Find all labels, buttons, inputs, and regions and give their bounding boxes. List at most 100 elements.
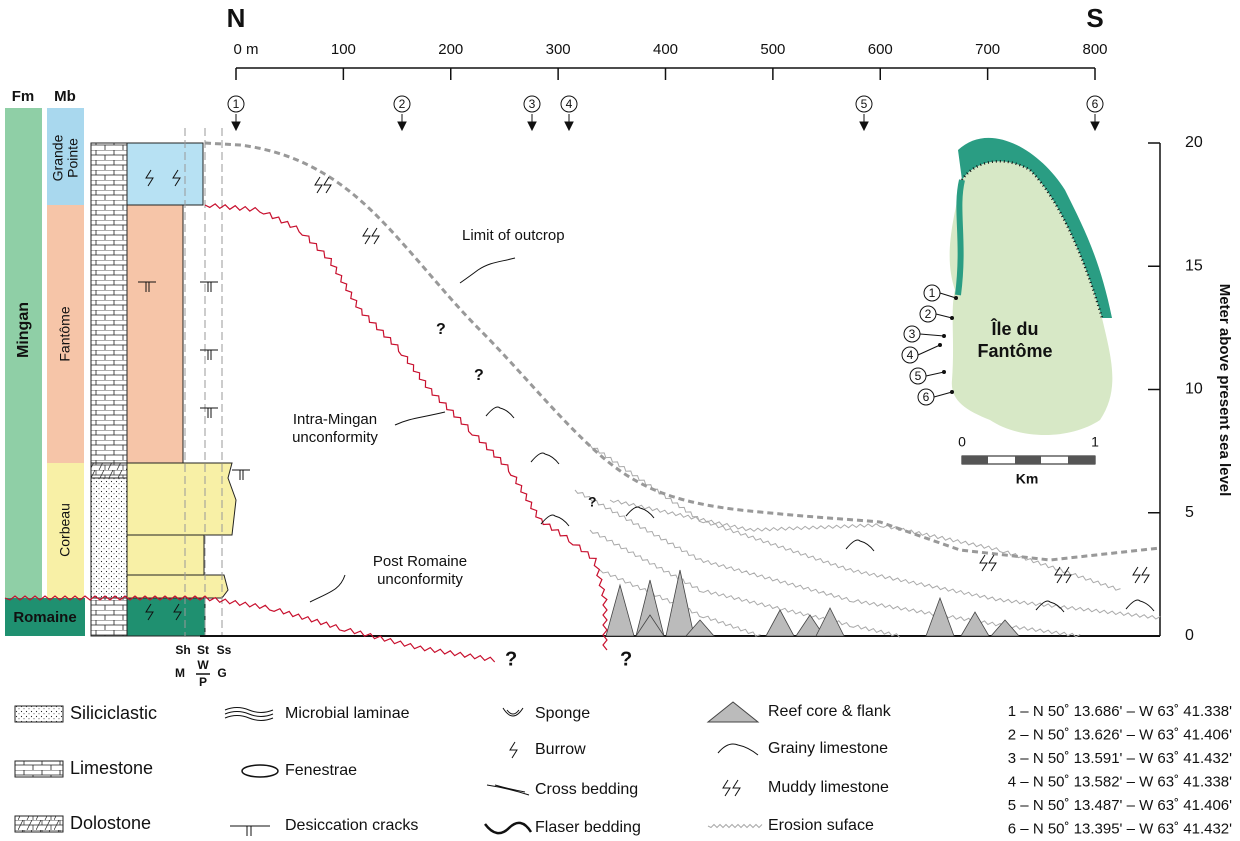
height-tick-label: 15 xyxy=(1185,257,1203,274)
legend-label: Flaser bedding xyxy=(535,819,641,836)
strat-symbol xyxy=(200,350,218,360)
strat-symbol xyxy=(200,408,218,418)
legend-swatch xyxy=(15,816,63,832)
legend-icon xyxy=(485,823,531,833)
legend-swatch xyxy=(15,761,63,777)
annotation: Intra-Mingan xyxy=(293,411,377,428)
strat-bed xyxy=(127,575,228,598)
distance-tick-label: 700 xyxy=(975,41,1000,58)
annotation: Post Romaine xyxy=(373,553,467,570)
strat-bed xyxy=(127,143,203,205)
station-label: 1 xyxy=(929,286,936,300)
station-label: 3 xyxy=(529,97,536,111)
distance-tick-label: 100 xyxy=(331,41,356,58)
leader xyxy=(395,412,445,425)
legend-label: Burrow xyxy=(535,741,586,758)
station-arrow xyxy=(860,114,868,130)
texture-label: G xyxy=(217,666,226,680)
station-arrow xyxy=(528,114,536,130)
map-title: Fantôme xyxy=(977,341,1052,361)
height-tick-label: 0 xyxy=(1185,627,1194,644)
leader xyxy=(460,258,515,283)
height-axis-title: Meter above present sea level xyxy=(1216,284,1233,497)
column-header: Mb xyxy=(54,88,76,105)
strat-bed xyxy=(127,598,205,636)
map-leader xyxy=(920,334,944,336)
legend-icon xyxy=(230,826,270,836)
question-mark: ? xyxy=(588,494,597,510)
height-tick-label: 10 xyxy=(1185,381,1203,398)
station-arrow xyxy=(565,114,573,130)
legend-label: Muddy limestone xyxy=(768,779,889,796)
distance-tick-label: 500 xyxy=(760,41,785,58)
limestone-column xyxy=(91,143,127,463)
member-label: Corbeau xyxy=(57,503,73,557)
scale-unit: Km xyxy=(1016,471,1039,487)
legend-icon xyxy=(503,708,523,716)
station-arrow xyxy=(398,114,406,130)
texture-label: Sh xyxy=(175,643,190,657)
coordinate: 2 – N 50˚ 13.626' – W 63˚ 41.406' xyxy=(1008,726,1232,743)
legend-label: Dolostone xyxy=(70,813,151,833)
coordinate: 5 – N 50˚ 13.487' – W 63˚ 41.406' xyxy=(1008,797,1232,814)
map-shore xyxy=(958,180,962,295)
erosion-surface xyxy=(610,500,1121,590)
legend-label: Reef core & flank xyxy=(768,703,892,720)
grainy-symbol xyxy=(626,507,654,518)
station-label: 1 xyxy=(233,97,240,111)
legend-swatch xyxy=(15,706,63,722)
legend-icon xyxy=(718,744,758,755)
muddy-symbol xyxy=(363,228,379,244)
formation-label: Romaine xyxy=(13,609,76,626)
distance-tick-label: 300 xyxy=(546,41,571,58)
member-label: Fantôme xyxy=(57,306,73,361)
legend-label: Grainy limestone xyxy=(768,740,888,757)
dolostone-column xyxy=(91,463,127,478)
texture-label: Ss xyxy=(217,643,232,657)
texture-label: St xyxy=(197,643,209,657)
station-label: 3 xyxy=(909,327,916,341)
annotation: Limit of outcrop xyxy=(462,227,565,244)
annotation: unconformity xyxy=(292,429,378,446)
reef-mound xyxy=(991,620,1019,636)
legend-label: Fenestrae xyxy=(285,762,357,779)
distance-tick-label: 400 xyxy=(653,41,678,58)
map-leader xyxy=(918,345,940,355)
map-island xyxy=(950,161,1113,435)
grainy-symbol xyxy=(531,453,559,464)
strat-symbol xyxy=(200,282,218,292)
station-label: 5 xyxy=(861,97,868,111)
map-station-dot xyxy=(950,316,954,320)
formation-label: Mingan xyxy=(15,302,32,358)
legend-label: Desiccation cracks xyxy=(285,817,418,834)
legend-label: Microbial laminae xyxy=(285,705,410,722)
member-label: Grande xyxy=(50,134,66,181)
distance-tick-label: 0 m xyxy=(233,41,258,58)
grainy-symbol xyxy=(846,540,874,551)
texture-label: M xyxy=(175,666,185,680)
legend-icon xyxy=(723,780,740,796)
station-label: 5 xyxy=(915,369,922,383)
legend-label: Cross bedding xyxy=(535,781,638,798)
strat-bed xyxy=(127,463,236,535)
annotation: unconformity xyxy=(377,571,463,588)
limestone-column xyxy=(91,598,127,636)
reef-mound xyxy=(606,585,634,636)
legend-icon xyxy=(510,742,517,758)
scale-label: 0 xyxy=(958,434,966,450)
legend-icon xyxy=(708,825,762,828)
reef-mound xyxy=(961,612,989,636)
station-label: 6 xyxy=(1092,97,1099,111)
strat-bed xyxy=(127,205,183,463)
map-station-dot xyxy=(950,390,954,394)
height-tick-label: 5 xyxy=(1185,504,1194,521)
station-label: 2 xyxy=(399,97,406,111)
muddy-symbol xyxy=(1133,567,1149,583)
station-arrow xyxy=(1091,114,1099,130)
map-leader xyxy=(936,314,952,318)
distance-tick-label: 200 xyxy=(438,41,463,58)
legend-icon xyxy=(708,702,758,722)
legend-icon xyxy=(487,785,529,795)
legend-label: Sponge xyxy=(535,705,590,722)
map-station-dot xyxy=(954,296,958,300)
